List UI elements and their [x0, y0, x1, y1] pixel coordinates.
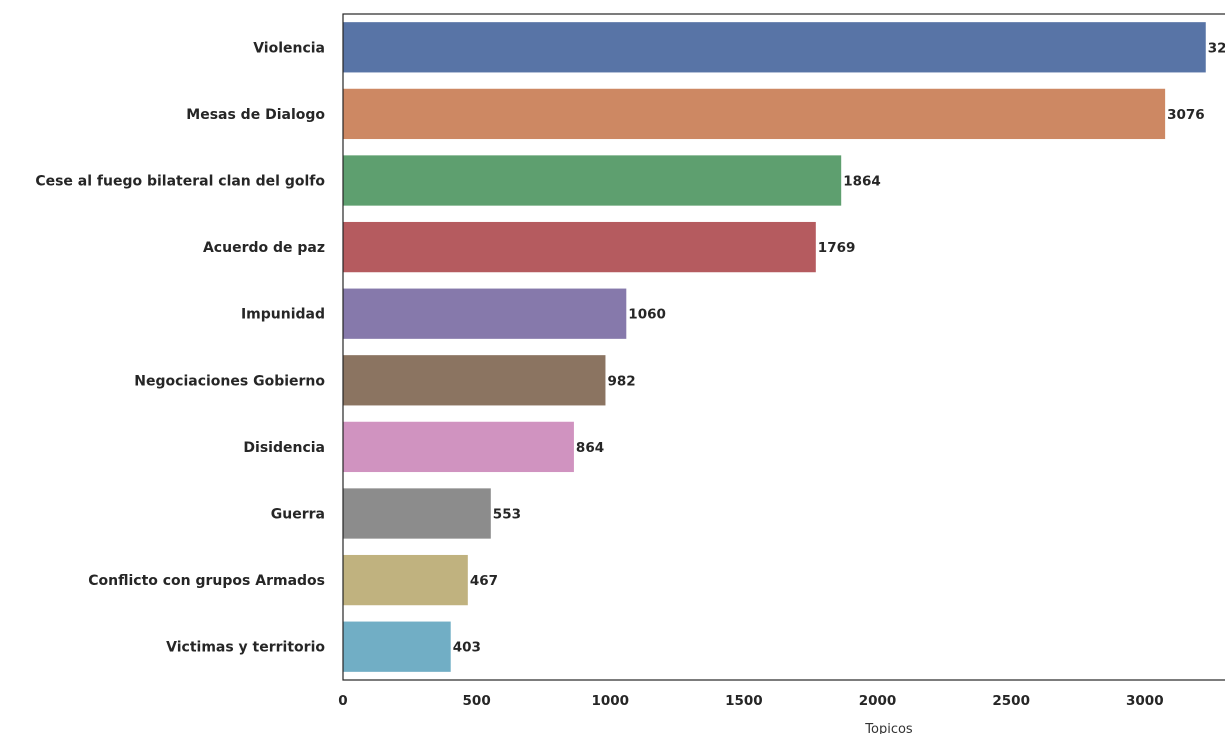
- value-labels: 3228 3076 1864 1769 1060 982 864 553 467 403: [453, 40, 1225, 655]
- x-tick-label: 2000: [859, 693, 897, 709]
- category-label-impunidad: Impunidad: [241, 307, 325, 323]
- bar-cese-al-fuego-bilateral-clan-del-golfo: [343, 155, 842, 206]
- value-label-impunidad: 1060: [628, 307, 666, 323]
- category-label-violencia: Violencia: [253, 40, 325, 56]
- bar-mesas-de-dialogo: [343, 88, 1166, 140]
- category-label-guerra: Guerra: [271, 507, 325, 523]
- category-labels: Violencia Mesas de Dialogo Cese al fuego b…: [35, 40, 325, 655]
- category-label-conflicto-con-grupos-armados: Conflicto con grupos Armados: [88, 573, 325, 589]
- value-label-guerra: 553: [493, 507, 521, 523]
- x-tick-label: 1000: [591, 693, 629, 709]
- x-tick-label: 0: [338, 693, 347, 709]
- bar-victimas-y-territorio: [343, 621, 451, 672]
- plot-frame: [342, 13, 1225, 681]
- category-label-mesas-de-dialogo: Mesas de Dialogo: [186, 107, 325, 123]
- category-label-cese-al-fuego-bilateral-clan-del-golfo: Cese al fuego bilateral clan del golfo: [35, 174, 325, 190]
- value-label-victimas-y-territorio: 403: [453, 640, 481, 656]
- x-axis-ticks: 0 500 1000 1500 2000 2500 3000: [338, 693, 1163, 709]
- value-label-acuerdo-de-paz: 1769: [818, 240, 856, 256]
- x-tick-label: 3000: [1126, 693, 1164, 709]
- x-tick-label: 1500: [725, 693, 763, 709]
- category-label-acuerdo-de-paz: Acuerdo de paz: [203, 240, 325, 256]
- value-label-cese-al-fuego-bilateral-clan-del-golfo: 1864: [843, 174, 881, 190]
- value-label-mesas-de-dialogo: 3076: [1167, 107, 1205, 123]
- x-tick-label: 2500: [992, 693, 1030, 709]
- x-axis-title: Topicos: [864, 722, 913, 734]
- bar-conflicto-con-grupos-armados: [343, 554, 468, 606]
- bars-group: [343, 22, 1206, 672]
- category-label-negociaciones-gobierno: Negociaciones Gobierno: [134, 373, 325, 389]
- value-label-conflicto-con-grupos-armados: 467: [470, 573, 498, 589]
- category-label-victimas-y-territorio: Victimas y territorio: [166, 640, 325, 656]
- bar-acuerdo-de-paz: [343, 221, 816, 273]
- bar-impunidad: [343, 288, 627, 339]
- value-label-negociaciones-gobierno: 982: [607, 373, 635, 389]
- bar-negociaciones-gobierno: [343, 355, 606, 406]
- category-label-disidencia: Disidencia: [243, 440, 325, 456]
- value-label-violencia: 3228: [1208, 40, 1225, 56]
- bar-disidencia: [343, 421, 574, 473]
- x-tick-label: 500: [463, 693, 491, 709]
- bar-violencia: [343, 22, 1206, 73]
- value-label-disidencia: 864: [576, 440, 604, 456]
- bar-guerra: [343, 488, 491, 539]
